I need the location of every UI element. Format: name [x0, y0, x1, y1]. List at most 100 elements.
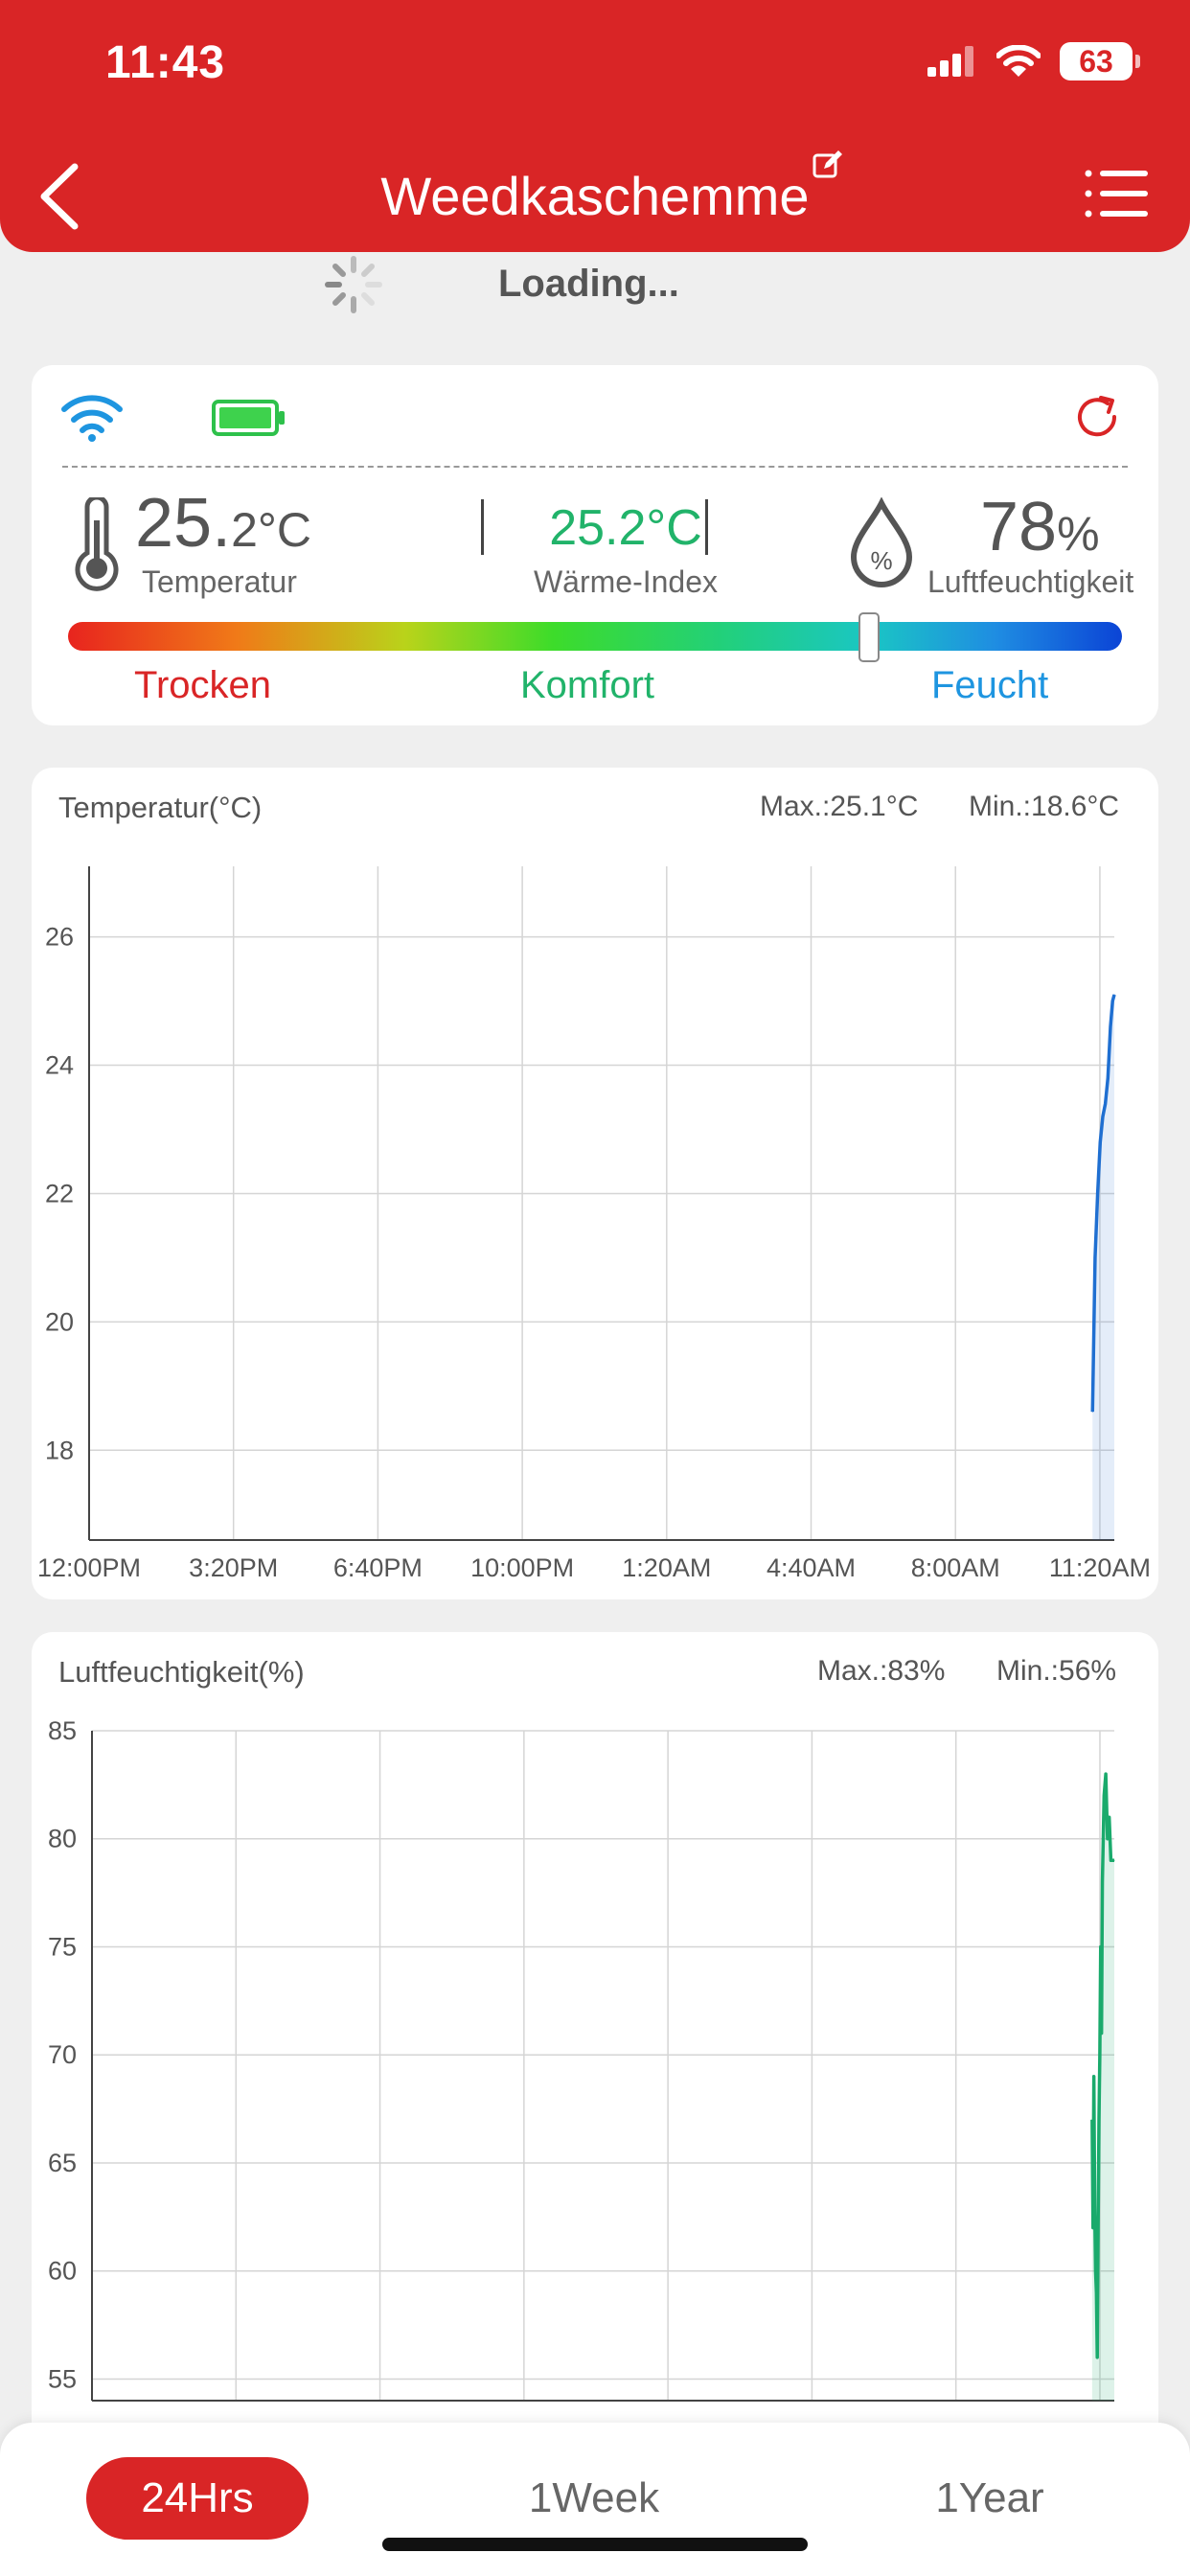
heat-index-separator-left: [481, 499, 484, 555]
temperature-chart-card: Temperatur(°C) Max.:25.1°C Min.:18.6°C 1…: [32, 768, 1158, 1599]
edit-name-icon[interactable]: [812, 150, 843, 180]
temperature-series-area: [1092, 994, 1114, 1540]
loading-indicator: Loading...: [0, 255, 1190, 313]
tab-1week[interactable]: 1Week: [528, 2474, 660, 2521]
humidity-data-point: [1091, 2119, 1093, 2121]
humidity-data-point: [1098, 2119, 1100, 2121]
temperature-data-point: [1111, 1000, 1113, 1002]
current-readings-card: 25.2°C Temperatur 25.2°C Wärme-Index % 7…: [32, 365, 1158, 725]
temperature-min-label: Min.:18.6°C: [969, 791, 1120, 822]
temperature-integer: 25.: [135, 485, 232, 562]
wifi-status-icon: [996, 45, 1041, 77]
humidity-chart-card: Luftfeuchtigkeit(%) Max.:83% Min.:56% 55…: [32, 1632, 1158, 2576]
temperature-data-point: [1107, 1077, 1109, 1079]
temperature-y-tick-label: 26: [45, 923, 74, 952]
temperature-data-point: [1102, 1116, 1104, 1117]
temperature-decimal: 2°C: [231, 503, 312, 557]
temperature-chart: 12:00PM 3:20PM 6:40PM 10:00PM 1:20AM 4:40AM 8:…: [37, 866, 1151, 1582]
heat-index-value: 25.2°C: [549, 500, 702, 556]
comfort-indicator: [858, 612, 880, 662]
humidity-data-point: [1092, 2227, 1094, 2229]
humidity-series-area: [1091, 1774, 1114, 2401]
humidity-chart-title: Luftfeuchtigkeit(%): [58, 1655, 305, 1689]
humidity-data-point: [1097, 2227, 1099, 2229]
app-header: 11:43 63 Weedkaschemme: [0, 0, 1190, 252]
tab-24hrs[interactable]: 24Hrs: [86, 2457, 309, 2540]
comfort-label-dry: Trocken: [134, 664, 272, 706]
battery-status-icon: 63: [1060, 42, 1140, 80]
temperature-data-point: [1094, 1256, 1096, 1258]
humidity-data-point: [1100, 1945, 1102, 1947]
humidity-data-point: [1101, 2033, 1103, 2035]
status-time: 11:43: [105, 37, 226, 88]
temperature-x-tick-label: 1:20AM: [622, 1553, 711, 1582]
page-title: Weedkaschemme: [380, 166, 810, 226]
humidity-max-label: Max.:83%: [817, 1655, 946, 1687]
thermometer-icon: [75, 497, 119, 591]
humidity-y-tick-label: 75: [48, 1932, 77, 1961]
humidity-y-tick-label: 85: [48, 1716, 77, 1745]
humidity-data-point: [1110, 1859, 1111, 1861]
wifi-connection-icon: [61, 395, 123, 442]
time-range-tab-bar: 24Hrs 1Week 1Year: [0, 2423, 1190, 2576]
temperature-y-tick-label: 22: [45, 1179, 74, 1208]
temperature-label: Temperatur: [142, 564, 297, 599]
heat-index-separator-right: [705, 499, 708, 555]
device-battery-icon: [212, 400, 285, 436]
temperature-data-point: [1113, 994, 1115, 996]
humidity-y-tick-label: 60: [48, 2257, 77, 2286]
heat-index-label: Wärme-Index: [533, 564, 719, 599]
humidity-data-point: [1093, 2076, 1095, 2078]
status-icons: 63: [927, 42, 1140, 80]
humidity-data-point: [1102, 1881, 1104, 1883]
humidity-y-tick-label: 65: [48, 2149, 77, 2177]
temperature-x-tick-label: 10:00PM: [470, 1553, 574, 1582]
tab-1year[interactable]: 1Year: [935, 2474, 1044, 2521]
humidity-data-point: [1105, 1773, 1107, 1775]
temperature-data-point: [1099, 1141, 1101, 1143]
temperature-data-point: [1105, 1103, 1107, 1105]
humidity-data-point: [1095, 2291, 1097, 2293]
humidity-data-point: [1107, 1838, 1109, 1840]
back-button[interactable]: [36, 163, 82, 230]
humidity-data-point: [1096, 2357, 1098, 2358]
temperature-y-tick-label: 24: [45, 1051, 74, 1080]
temperature-x-tick-label: 3:20PM: [189, 1553, 278, 1582]
humidity-data-point: [1099, 2054, 1101, 2056]
comfort-scale-bar: [68, 622, 1122, 651]
comfort-label-humid: Feucht: [931, 664, 1049, 706]
loading-text: Loading...: [498, 263, 679, 305]
humidity-data-point: [1111, 1859, 1113, 1861]
humidity-data-point: [1109, 1816, 1110, 1818]
loading-spinner-icon: [325, 256, 382, 313]
temperature-y-tick-label: 20: [45, 1307, 74, 1336]
temperature-x-tick-label: 4:40AM: [767, 1553, 856, 1582]
humidity-y-tick-label: 70: [48, 2040, 77, 2069]
menu-button[interactable]: [1085, 169, 1148, 218]
temperature-data-point: [1097, 1192, 1099, 1194]
temperature-x-tick-label: 12:00PM: [37, 1553, 141, 1582]
temperature-x-tick-label: 11:20AM: [1049, 1553, 1151, 1582]
cellular-signal-icon: [927, 46, 973, 77]
temperature-x-tick-label: 6:40PM: [333, 1553, 423, 1582]
humidity-data-point: [1113, 1859, 1115, 1861]
humidity-y-tick-label: 55: [48, 2364, 77, 2393]
humidity-label: Luftfeuchtigkeit: [927, 564, 1134, 599]
svg-text:%: %: [870, 546, 892, 575]
temperature-y-tick-label: 18: [45, 1436, 74, 1464]
temperature-value: 25.2°C: [135, 484, 311, 563]
home-indicator: [382, 2538, 808, 2551]
humidity-integer: 78: [980, 489, 1058, 565]
humidity-min-label: Min.:56%: [996, 1655, 1117, 1687]
card-divider: [62, 466, 1128, 468]
humidity-data-point: [1094, 2270, 1096, 2272]
temperature-max-label: Max.:25.1°C: [760, 791, 919, 822]
temperature-series-line: [1090, 994, 1116, 1413]
humidity-y-tick-label: 80: [48, 1825, 77, 1853]
temperature-data-point: [1091, 1411, 1093, 1413]
refresh-icon[interactable]: [1072, 392, 1122, 442]
humidity-chart: 55 60 65 70 75 80 85: [48, 1716, 1115, 2402]
humidity-drop-icon: %: [850, 497, 913, 587]
humidity-value: 78%: [980, 488, 1100, 566]
humidity-unit: %: [1057, 507, 1100, 561]
